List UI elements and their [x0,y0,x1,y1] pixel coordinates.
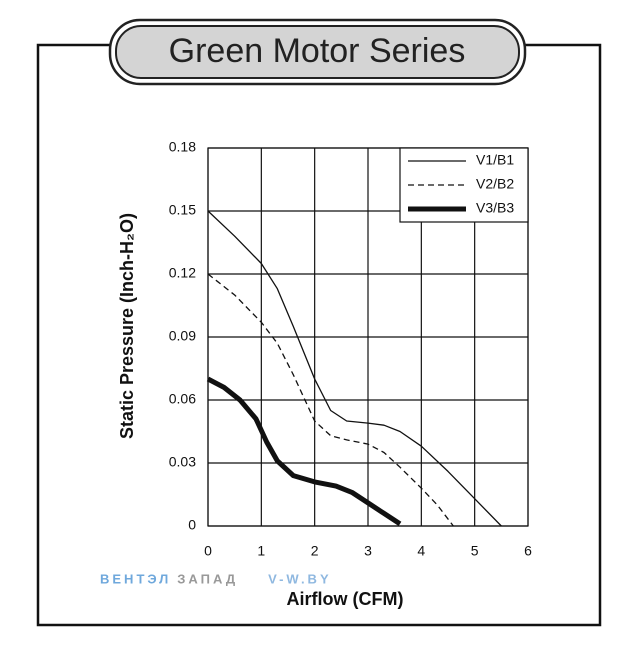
x-tick-label: 1 [257,543,265,559]
x-tick-label: 3 [364,543,372,559]
y-tick-label: 0.18 [169,139,196,155]
x-tick-label: 0 [204,543,212,559]
x-tick-label: 2 [311,543,319,559]
watermark: ВЕНТЭЛ [100,571,171,586]
y-tick-label: 0.03 [169,454,196,470]
legend-label: V3/B3 [476,200,514,216]
series-line [207,273,454,527]
watermark: ЗАПАД [177,571,238,586]
series-line [207,210,502,527]
title-pill [115,25,520,79]
legend-label: V2/B2 [476,176,514,192]
legend-label: V1/B1 [476,152,514,168]
x-tick-label: 4 [417,543,425,559]
y-axis-title: Static Pressure (Inch-H₂O) [117,213,137,439]
series-line [206,376,402,526]
y-tick-label: 0.15 [169,202,196,218]
y-tick-label: 0.09 [169,328,196,344]
x-tick-label: 5 [471,543,479,559]
x-axis-title: Airflow (CFM) [287,589,404,609]
x-tick-label: 6 [524,543,532,559]
y-tick-label: 0.06 [169,391,196,407]
y-tick-label: 0.12 [169,265,196,281]
y-tick-label: 0 [188,517,196,533]
chart-title: Green Motor Series [169,32,466,70]
watermark: V-W.BY [268,571,332,586]
